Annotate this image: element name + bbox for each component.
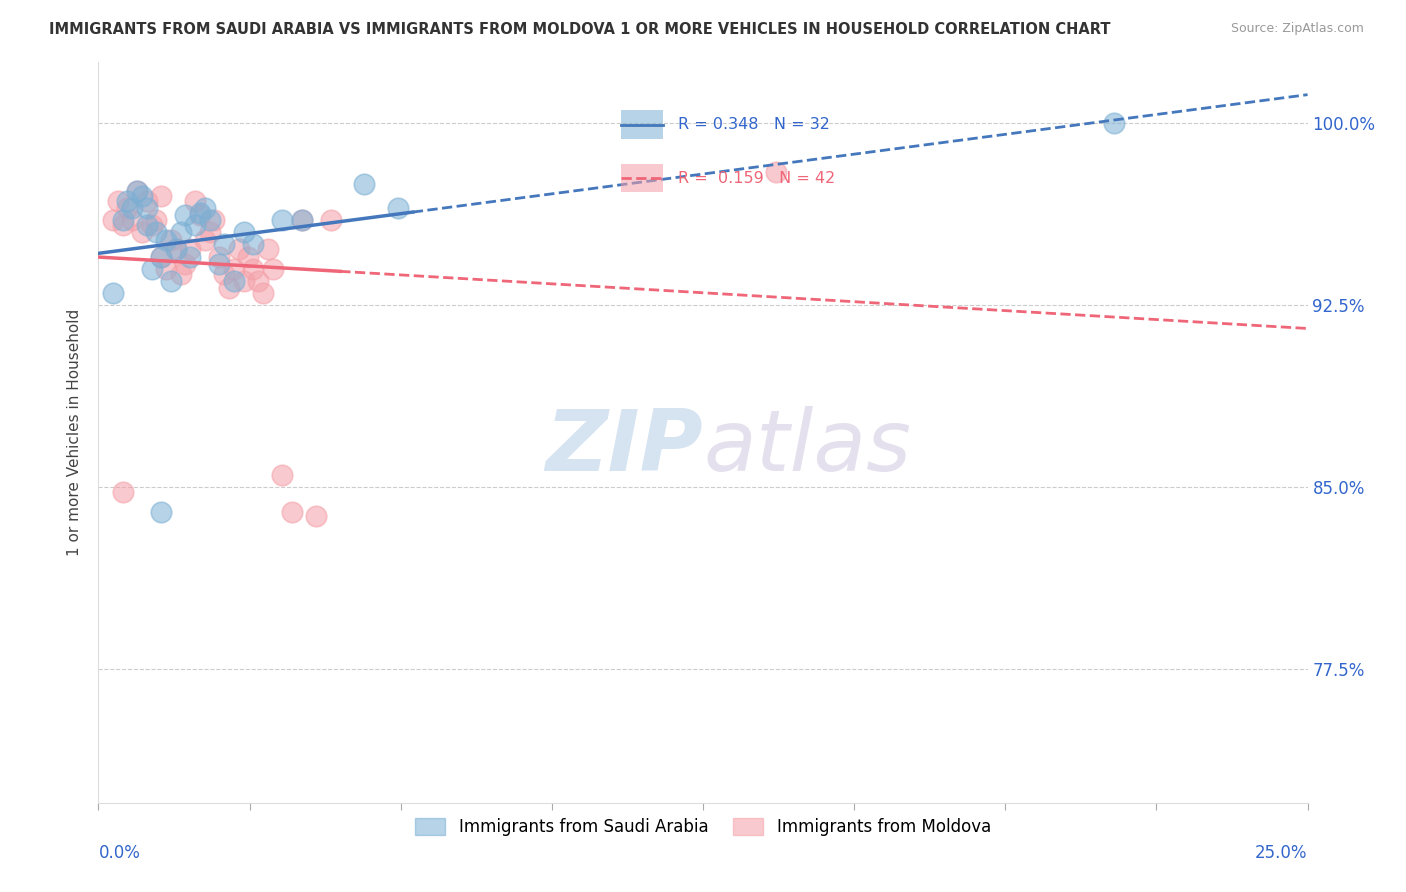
- Point: [174, 208, 197, 222]
- Point: [150, 504, 173, 518]
- Text: IMMIGRANTS FROM SAUDI ARABIA VS IMMIGRANTS FROM MOLDOVA 1 OR MORE VEHICLES IN HO: IMMIGRANTS FROM SAUDI ARABIA VS IMMIGRAN…: [49, 22, 1111, 37]
- Legend: Immigrants from Saudi Arabia, Immigrants from Moldova: Immigrants from Saudi Arabia, Immigrants…: [409, 811, 997, 843]
- Point: [127, 184, 149, 198]
- Point: [155, 261, 177, 276]
- Point: [135, 201, 157, 215]
- Point: [208, 257, 231, 271]
- Bar: [620, 164, 664, 193]
- Point: [242, 237, 264, 252]
- Point: [194, 201, 217, 215]
- Point: [232, 225, 254, 239]
- Point: [141, 218, 163, 232]
- Point: [155, 233, 177, 247]
- Point: [228, 243, 250, 257]
- Point: [218, 281, 240, 295]
- Y-axis label: 1 or more Vehicles in Household: 1 or more Vehicles in Household: [67, 309, 83, 557]
- Point: [131, 189, 153, 203]
- Point: [765, 164, 787, 178]
- Point: [232, 274, 254, 288]
- Point: [111, 213, 134, 227]
- Point: [127, 184, 149, 198]
- Point: [121, 213, 143, 227]
- Point: [117, 194, 139, 208]
- Point: [208, 250, 231, 264]
- Point: [121, 201, 143, 215]
- Point: [179, 250, 201, 264]
- Point: [387, 201, 409, 215]
- Text: atlas: atlas: [703, 406, 911, 489]
- Point: [212, 267, 235, 281]
- Point: [262, 261, 284, 276]
- Point: [150, 250, 173, 264]
- Point: [305, 509, 328, 524]
- Point: [271, 468, 294, 483]
- Text: Source: ZipAtlas.com: Source: ZipAtlas.com: [1230, 22, 1364, 36]
- Text: 0.0%: 0.0%: [98, 844, 141, 862]
- Text: R =  0.159   N = 42: R = 0.159 N = 42: [678, 170, 835, 186]
- Text: R = 0.348   N = 32: R = 0.348 N = 32: [678, 117, 830, 132]
- Point: [204, 213, 226, 227]
- Point: [107, 194, 129, 208]
- Point: [111, 218, 134, 232]
- Point: [188, 208, 211, 222]
- Point: [184, 218, 207, 232]
- Point: [194, 233, 217, 247]
- Point: [101, 286, 124, 301]
- Point: [150, 189, 173, 203]
- Point: [174, 257, 197, 271]
- Point: [252, 286, 274, 301]
- Point: [198, 213, 221, 227]
- Point: [160, 274, 183, 288]
- Point: [198, 225, 221, 239]
- Point: [150, 250, 173, 264]
- Point: [256, 243, 278, 257]
- Point: [238, 250, 260, 264]
- Text: 25.0%: 25.0%: [1256, 844, 1308, 862]
- Point: [271, 213, 294, 227]
- Point: [165, 243, 187, 257]
- Point: [165, 243, 187, 257]
- Point: [169, 267, 191, 281]
- Point: [179, 243, 201, 257]
- Bar: [620, 111, 664, 139]
- Point: [160, 233, 183, 247]
- Point: [222, 261, 245, 276]
- Point: [281, 504, 304, 518]
- Point: [353, 177, 375, 191]
- Point: [1102, 116, 1125, 130]
- Point: [222, 274, 245, 288]
- Point: [184, 194, 207, 208]
- Point: [242, 261, 264, 276]
- Point: [145, 213, 167, 227]
- Text: ZIP: ZIP: [546, 406, 703, 489]
- Point: [290, 213, 312, 227]
- Point: [101, 213, 124, 227]
- Point: [319, 213, 342, 227]
- Point: [169, 225, 191, 239]
- Point: [131, 225, 153, 239]
- Point: [188, 206, 211, 220]
- Point: [117, 201, 139, 215]
- Point: [145, 225, 167, 239]
- Point: [212, 237, 235, 252]
- Point: [290, 213, 312, 227]
- Point: [135, 194, 157, 208]
- Point: [135, 218, 157, 232]
- Point: [141, 261, 163, 276]
- Point: [111, 485, 134, 500]
- Point: [247, 274, 270, 288]
